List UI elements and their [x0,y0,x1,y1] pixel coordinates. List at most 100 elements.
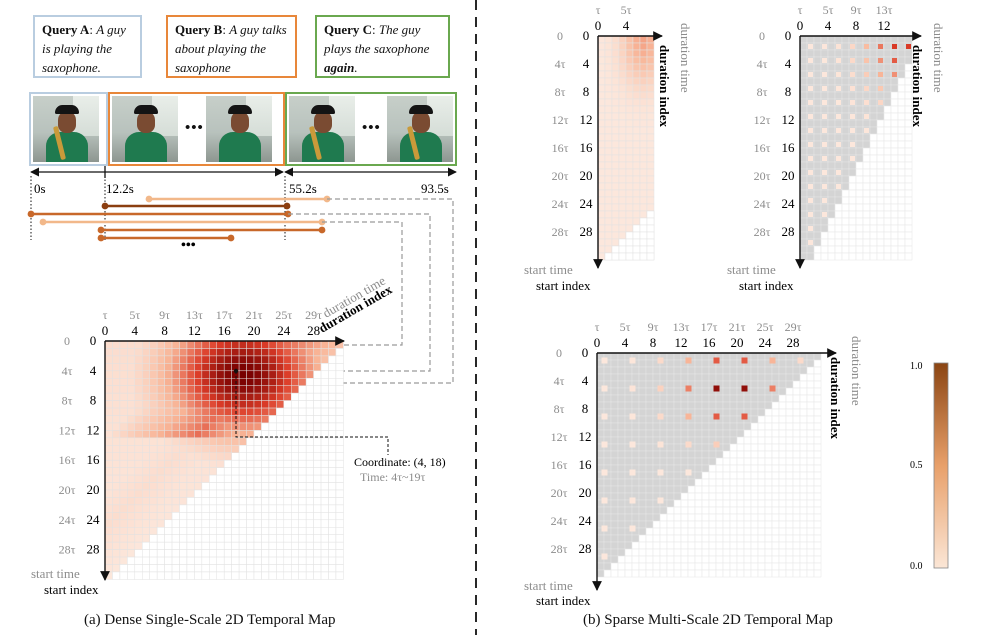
dense_map-left-tau-label: 24τ [59,513,76,527]
sparse_small_1-left-tau-label: 16τ [552,141,569,155]
sparse_small_2-top-index-label: 12 [878,18,891,33]
sparse_small_2-left-tau-label: 28τ [754,225,771,239]
query-c-box: Query C: The guy plays the saxophone aga… [315,15,450,78]
dense_map-left-tau-label: 8τ [62,394,73,408]
sparse_map-left-tau-label: 28τ [551,542,568,556]
sparse_small_2-left-index-label: 12 [782,112,795,127]
sparse_small_1-top-index-label: 0 [595,18,602,33]
s1-start-time: start time [524,262,573,277]
dense_map-left-index-label: 20 [87,482,100,497]
dense_map-left-index-label: 16 [87,452,101,467]
query-c-text: The guy plays the saxophone [324,22,430,56]
video-frame-5 [387,96,453,162]
sparse_small_2-left-tau-label: 24τ [754,197,771,211]
sb-start-time: start time [524,578,573,593]
timeline-t1: 12.2s [106,181,134,196]
sparse_small_1-left-index-label: 24 [580,196,594,211]
sparse_small_1-left-tau-label: 28τ [552,225,569,239]
sparse_small_2-left-index-label: 24 [782,196,796,211]
sparse_small_1-left-index-label: 4 [583,56,590,71]
s2-duration-index: duration index [910,45,925,127]
dense_map-top-index-label: 0 [102,323,109,338]
colorbar-max: 1.0 [910,361,923,372]
sparse_map-top-tau-label: 13τ [673,320,690,334]
dense-map-grid [112,348,344,580]
dense_map-left-index-label: 4 [90,363,97,378]
sparse_map-left-index-label: 0 [582,345,589,360]
dense_map-top-tau-label: 17τ [216,308,233,322]
query-a-box: Query A: A guy is playing the saxophone. [33,15,142,78]
sparse_map-top-index-label: 28 [787,335,800,350]
dense_map-top-index-label: 20 [248,323,261,338]
sparse_map-top-tau-label: 9τ [648,320,659,334]
sparse_map-top-tau-label: 29τ [785,320,802,334]
sparse_map-top-index-label: 0 [594,335,601,350]
sparse_small_2-left-index-label: 8 [785,84,792,99]
frame-ellipsis-1: ••• [185,120,204,136]
dense_map-left-index-label: 28 [87,542,100,557]
sb-duration-index: duration index [828,357,843,439]
dense_map-left-tau-label: 16τ [59,453,76,467]
sparse_small_2-left-tau-label: 0 [759,29,765,43]
dense_map-top-tau-label: 25τ [275,308,292,322]
sparse_small_1-left-index-label: 28 [580,224,593,239]
video-frame-3 [206,96,272,162]
dense_map-top-index-label: 8 [161,323,168,338]
sparse_map-left-tau-label: 24τ [551,514,568,528]
dense_map-left-index-label: 8 [90,393,97,408]
sparse_small_1-left-tau-label: 24τ [552,197,569,211]
sparse_map-top-index-label: 16 [703,335,717,350]
sparse_small_2-left-tau-label: 8τ [757,85,768,99]
sparse_map-left-index-label: 12 [579,429,592,444]
caption-b: (b) Sparse Multi-Scale 2D Temporal Map [583,612,833,628]
sparse_map-top-tau-label: 25τ [757,320,774,334]
dense_map-top-tau-label: 21τ [246,308,263,322]
dense_map-left-index-label: 12 [87,422,100,437]
sparse_small_2-left-index-label: 20 [782,168,795,183]
dense_map-left-tau-label: 4τ [62,364,73,378]
caption-a: (a) Dense Single-Scale 2D Temporal Map [84,612,336,628]
sparse_small_2-left-tau-label: 20τ [754,169,771,183]
moment-ellipsis: ••• [181,238,196,253]
moment-bars [27,195,331,242]
dense_map-left-tau-label: 12τ [59,423,76,437]
sparse_map-left-tau-label: 4τ [554,374,565,388]
sparse_small_2-left-tau-label: 16τ [754,141,771,155]
dense_map-top-tau-label: 5τ [129,308,140,322]
sparse_small_2-left-index-label: 4 [785,56,792,71]
dense_map-top-index-label: 24 [277,323,291,338]
dense_map-top-index-label: 4 [132,323,139,338]
dense_map-left-tau-label: 20τ [59,483,76,497]
sparse_small_1-left-index-label: 16 [580,140,594,155]
sparse_map-left-index-label: 20 [579,485,592,500]
video-frame-4 [289,96,355,162]
sparse_small_1-top-tau-label: 5τ [621,3,632,17]
s1-duration-index: duration index [657,45,672,127]
sparse_map-top-index-label: 24 [759,335,773,350]
frame-ellipsis-2: ••• [362,120,381,136]
sparse_small_1-left-tau-label: 12τ [552,113,569,127]
sparse_small_2-top-index-label: 4 [825,18,832,33]
dense-start-time: start time [31,566,80,581]
colorbar-mid: 0.5 [910,460,923,471]
query-b-frame [108,92,285,166]
query-b-box: Query B: A guy talks about playing the s… [166,15,297,78]
query-c-end: . [354,60,358,75]
sparse_small_1-left-index-label: 20 [580,168,593,183]
s2-duration-time: duration time [931,23,946,93]
video-frame-2 [112,96,178,162]
sparse-map-cells [596,352,822,578]
s1-duration-time: duration time [678,23,693,93]
sparse_small_1-left-index-label: 0 [583,28,590,43]
timeline-t2: 55.2s [289,181,317,196]
sparse_small_1-top-tau-label: τ [596,3,601,17]
video-frame-1 [33,96,99,162]
dense-map-axes [100,336,345,581]
query-c-label: Query C [324,22,373,37]
sparse_map-top-tau-label: τ [595,320,600,334]
dense_map-left-tau-label: 0 [64,334,70,348]
colorbar: 1.0 0.5 0.0 [910,361,949,572]
dense-map-cells [104,340,344,580]
query-a-text: A guy is playing the saxophone. [42,22,126,75]
